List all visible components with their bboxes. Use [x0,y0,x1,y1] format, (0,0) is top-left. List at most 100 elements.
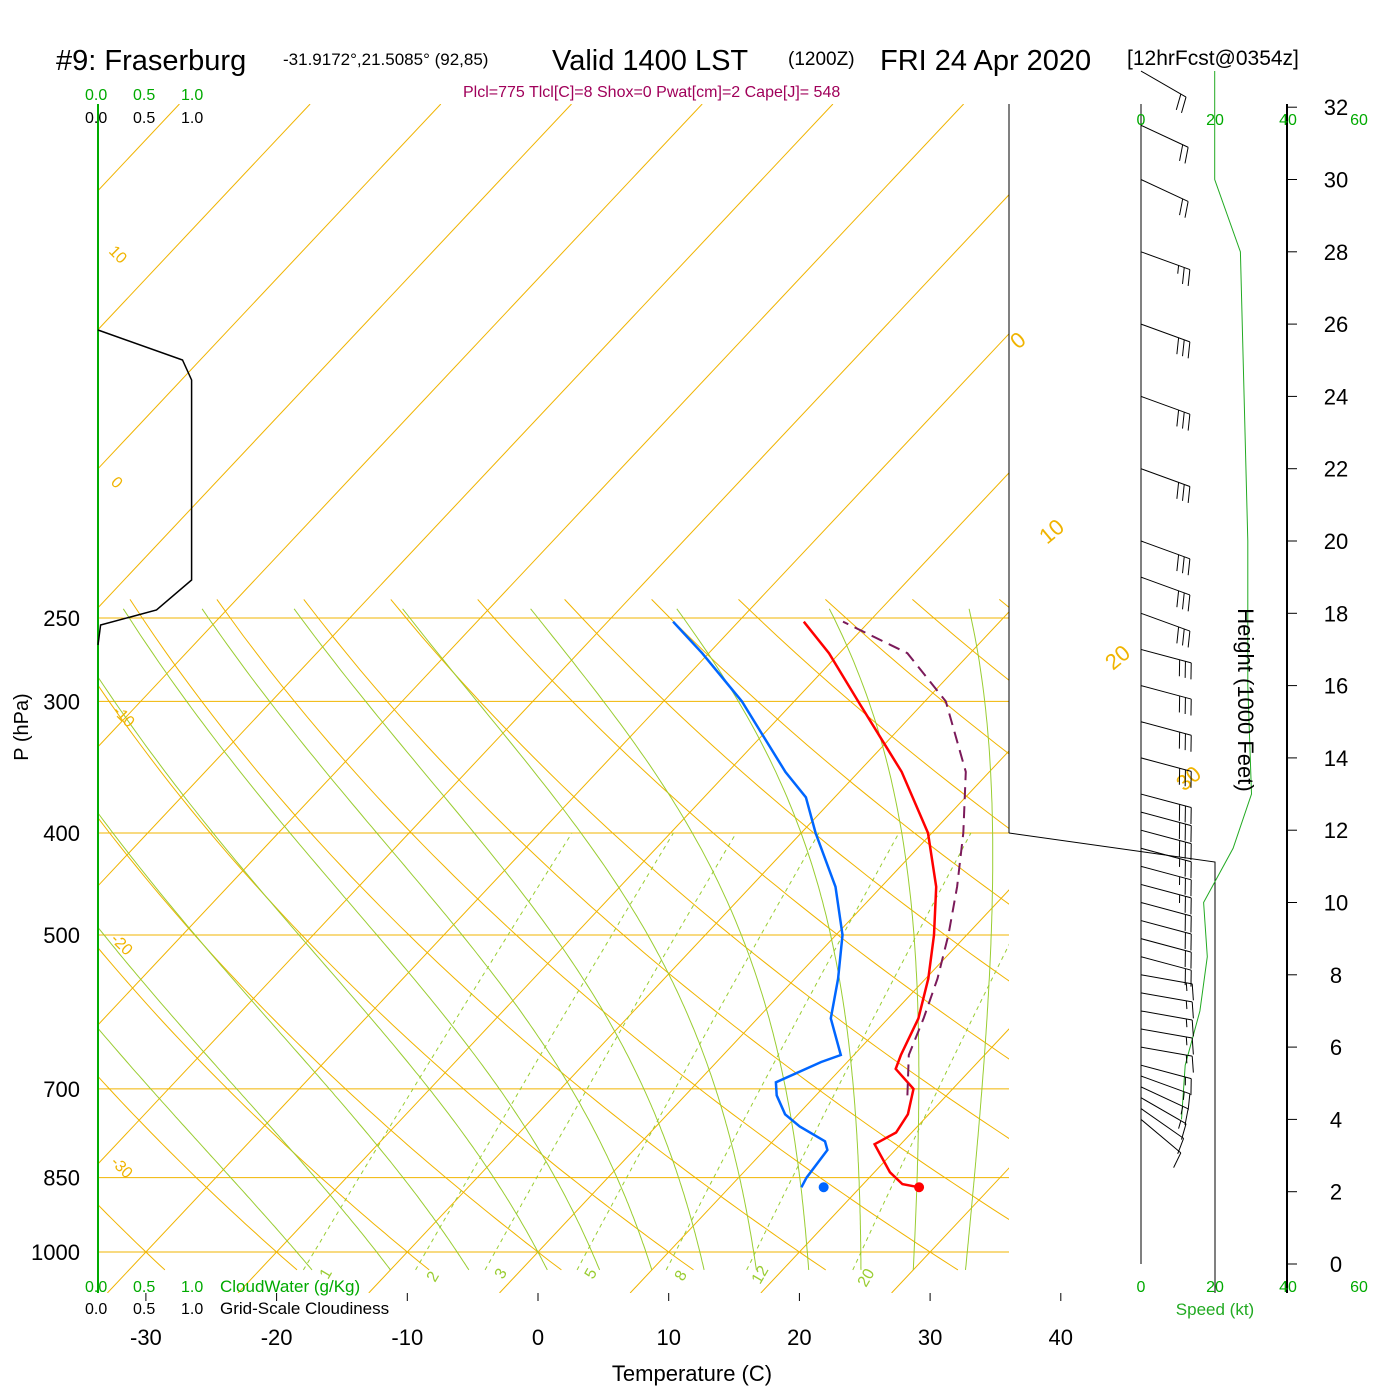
wind-barb-staff [1140,1064,1192,1080]
wind-barb-staff [1140,1097,1187,1125]
mixing-ratio-line [746,832,972,1271]
wind-barb-half-feather [1178,1120,1182,1129]
wind-barb-half-feather [1180,1106,1184,1115]
dewpoint-surface-marker [818,1182,829,1193]
x-tick-label: 10 [656,1325,680,1350]
moist-adiabat-line [530,608,810,1270]
dry-adiabat-line [564,599,1009,982]
isotherm-line [368,611,1009,1293]
speed-tick-top: 60 [1350,112,1368,129]
wind-barb-feather [1179,144,1184,162]
wind-barb-feather [1176,590,1180,608]
wind-barb-feather [1187,414,1191,431]
wind-barb [1140,468,1191,503]
wind-barb-feather [1191,1056,1194,1073]
wind-barb [1140,612,1191,648]
dry-adiabat-line [477,599,1009,1060]
isotherm-line [98,104,572,609]
cloudiness-line [97,329,193,646]
wind-barb-staff [1140,974,1193,985]
mixing-ratio-label: 2 [424,1269,443,1285]
dry-adiabat-label: 10 [1034,514,1069,549]
wind-barb-feather [1179,198,1184,216]
speed-tick-bottom: 40 [1279,1279,1297,1296]
mixing-ratio-label: 8 [672,1268,691,1284]
wind-barb-staff [1140,811,1192,827]
wind-barb-feather [1191,1019,1194,1037]
isotherm-line [98,104,703,748]
wind-barb-staff [1140,1028,1193,1039]
height-tick-label: 32 [1324,95,1348,120]
wind-barb-feather [1187,594,1191,612]
wind-barb-staff [1140,1108,1184,1139]
wind-barb-staff [1140,865,1192,881]
speed-tick-bottom: 20 [1206,1279,1224,1296]
wind-speed-line [1181,71,1253,1120]
isotherm-line [98,104,442,470]
wind-barb-feather [1176,554,1180,572]
isotherm-line [98,194,1009,1165]
cloud-axis-tick: 0.0 [85,1279,107,1296]
y-axis-title: P (hPa) [11,693,33,760]
mixing-ratio-line [665,832,900,1271]
height-tick-label: 26 [1324,312,1348,337]
wind-barb [1140,865,1192,897]
pressure-axis: 250 300 400 500 700 850 1000 [31,606,80,1265]
cloud-axis-tick: 0.0 [85,1301,107,1318]
cloud-axis-tick: 1.0 [181,1279,203,1296]
cloud-axis-tick: 0.5 [133,1279,155,1296]
isotherm-line [629,889,1009,1293]
pressure-tick-label: 1000 [31,1240,80,1265]
moist-adiabat-line [676,608,862,1270]
wind-barb-feather [1191,1038,1194,1055]
wind-barb-staff [1140,124,1189,148]
wind-barb-staff [1140,847,1192,863]
cloud-axis-tick: 1.0 [181,1301,203,1318]
wind-barb-staff [1140,1075,1191,1095]
background-grid [98,104,1400,1293]
wind-barb-feather [1182,412,1185,429]
speed-tick-bottom: 60 [1350,1279,1368,1296]
wind-barb-staff [1140,721,1192,736]
wind-barb-staff [1140,992,1193,1003]
wind-barb-feather [1182,556,1185,574]
wind-barb [1140,829,1192,861]
moist-adiabat-line [293,608,705,1271]
wind-barb [1140,70,1187,114]
speed-axis-title: Speed (kt) [1176,1300,1254,1319]
wind-barb-staff [1140,251,1191,271]
wind-barb [1140,847,1192,879]
parcel-indices: Plcl=775 Tlcl[C]=8 Shox=0 Pwat[cm]=2 Cap… [463,84,840,101]
wind-barb-staff [1140,468,1191,487]
wind-barb-feather [1187,1093,1191,1111]
mixing-ratio-line [302,832,573,1271]
temperature-line [802,620,938,1189]
wind-barb-staff [1140,323,1191,343]
dry-adiabat-line [303,599,1009,1221]
dry-adiabat-label: 20 [1100,640,1135,675]
cloudiness-label: Grid-Scale Cloudiness [220,1299,389,1318]
wind-barb-staff [1140,938,1192,953]
cloud-axis-tick: 1.0 [181,110,203,127]
wind-barb-feather [1176,410,1180,427]
height-tick-label: 12 [1324,818,1348,843]
height-tick-label: 6 [1330,1035,1342,1060]
wind-barb [1140,1028,1194,1055]
mixing-ratio-line [576,832,820,1271]
moist-adiabat-line [201,608,653,1271]
dry-adiabat-line [1260,599,1400,1270]
cloud-axis-tick: 0.0 [85,110,107,127]
height-tick-label: 22 [1324,457,1348,482]
cloud-axis-tick: 0.5 [133,87,155,104]
height-tick-label: 2 [1330,1180,1342,1205]
valid-time: Valid 1400 LST [552,45,748,77]
wind-barb [1140,395,1191,431]
speed-tick-bottom: 0 [1137,1279,1146,1296]
moist-adiabat-line [402,608,757,1270]
wind-barb-feather [1176,626,1180,644]
mixing-ratio-label: 20 [855,1266,879,1290]
isotherm-line [98,104,311,331]
dry-adiabat-line [390,599,1009,1140]
wind-barb-staff [1140,1046,1193,1057]
wind-barb [1140,323,1191,359]
